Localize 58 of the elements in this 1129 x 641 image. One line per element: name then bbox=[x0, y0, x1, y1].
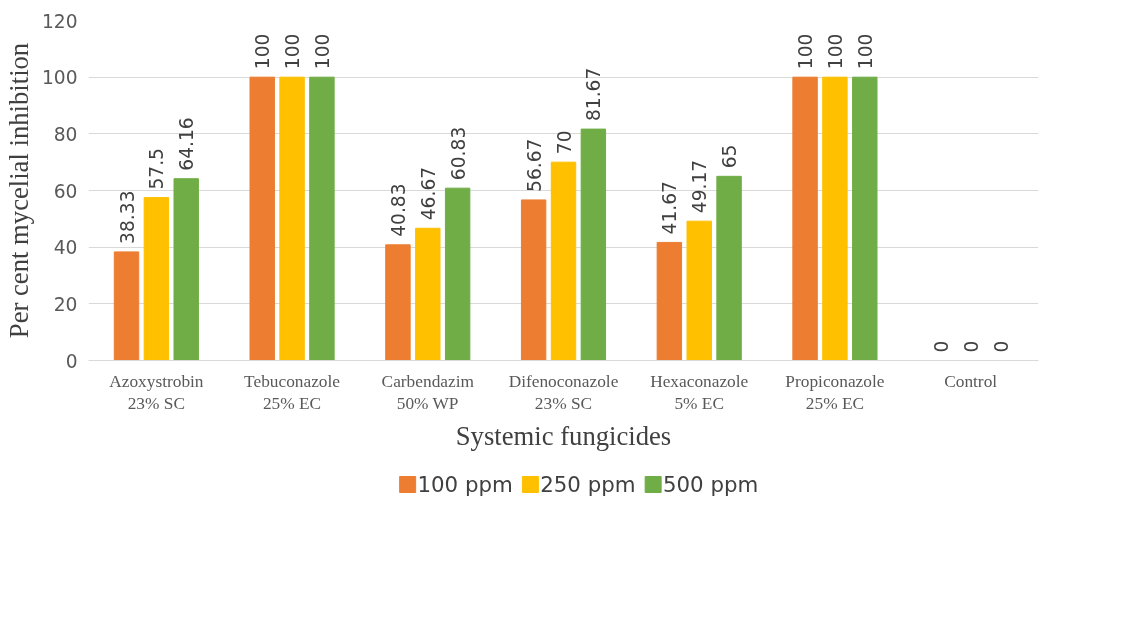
data-label: 70 bbox=[553, 130, 575, 155]
data-label: 64.16 bbox=[176, 117, 198, 171]
data-label: 65 bbox=[719, 144, 741, 169]
x-tick-label: Hexaconazole 5% EC bbox=[650, 371, 749, 414]
bar bbox=[852, 76, 878, 361]
y-axis-title: Per cent mycelial inhibition bbox=[3, 42, 34, 339]
bar bbox=[716, 175, 742, 361]
bar bbox=[385, 244, 411, 361]
bar bbox=[249, 76, 275, 361]
y-tick-label: 0 bbox=[65, 350, 78, 372]
legend-label: 100 ppm bbox=[417, 472, 513, 497]
data-label: 41.67 bbox=[659, 181, 681, 235]
data-label: 38.33 bbox=[116, 190, 138, 244]
data-label: 57.5 bbox=[146, 148, 168, 190]
data-label: 81.67 bbox=[583, 67, 605, 122]
x-axis-title: Systemic fungicides bbox=[455, 421, 672, 452]
data-label: 100 bbox=[311, 33, 333, 70]
bar bbox=[550, 161, 577, 361]
bar bbox=[686, 220, 712, 361]
bar bbox=[792, 76, 818, 361]
bar bbox=[143, 197, 170, 361]
y-tick-label: 80 bbox=[53, 123, 78, 145]
y-tick-label: 120 bbox=[41, 10, 78, 32]
data-label: 0 bbox=[960, 340, 982, 353]
x-tick-label: Azoxystrobin 23% SC bbox=[109, 371, 204, 414]
x-tick-label: Tebuconazole 25% EC bbox=[244, 371, 341, 414]
data-label: 40.83 bbox=[387, 183, 409, 237]
data-label: 100 bbox=[824, 33, 846, 70]
legend-label: 500 ppm bbox=[662, 472, 759, 497]
x-tick-label: Difenoconazole 23% SC bbox=[508, 371, 619, 414]
x-tick-label: Carbendazim 50% WP bbox=[381, 371, 475, 414]
bar bbox=[113, 251, 140, 361]
x-tick-label: Control bbox=[944, 371, 998, 391]
bar bbox=[444, 187, 471, 361]
bar bbox=[309, 76, 335, 361]
bar bbox=[520, 199, 547, 361]
data-label: 0 bbox=[990, 340, 1012, 353]
bar bbox=[415, 227, 441, 361]
bar bbox=[279, 76, 305, 361]
bar bbox=[822, 76, 848, 361]
bar bbox=[656, 241, 683, 361]
data-label: 100 bbox=[854, 33, 876, 70]
data-label: 60.83 bbox=[447, 126, 469, 181]
bar bbox=[173, 178, 199, 361]
data-label: 46.67 bbox=[417, 166, 439, 221]
data-label: 100 bbox=[252, 33, 274, 70]
x-tick-label: Propiconazole 25% EC bbox=[785, 371, 885, 414]
y-tick-label: 60 bbox=[53, 180, 78, 202]
data-label: 0 bbox=[930, 340, 952, 353]
data-label: 100 bbox=[795, 33, 817, 70]
data-label: 56.67 bbox=[523, 138, 545, 192]
legend-label: 250 ppm bbox=[540, 472, 636, 497]
data-label: 49.17 bbox=[689, 159, 711, 214]
y-tick-label: 20 bbox=[53, 293, 78, 315]
y-tick-label: 100 bbox=[41, 67, 78, 89]
y-tick-label: 40 bbox=[53, 237, 78, 259]
bar bbox=[580, 128, 607, 361]
data-label: 100 bbox=[282, 33, 304, 70]
